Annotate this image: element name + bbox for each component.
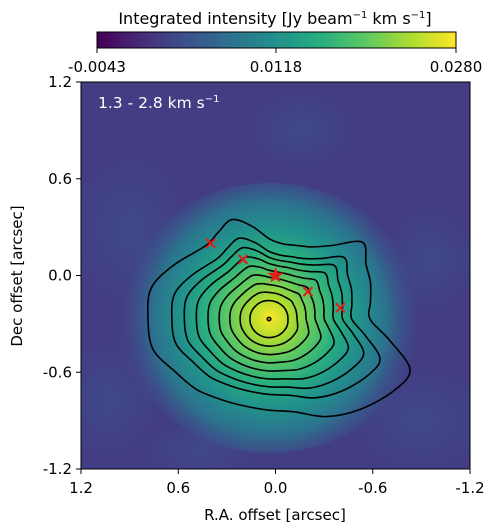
axis-ticks: 1.2 0.6 0.0 -0.6 -1.21.20.60.0-0.6-1.2 <box>43 73 485 497</box>
velocity-range-label: 1.3 - 2.8 km s−1 <box>98 94 220 112</box>
contour-level-6 <box>218 274 322 364</box>
y-tick-label: 0.0 <box>48 267 72 285</box>
x-tick-label: 0.0 <box>264 479 288 497</box>
colorbar-ticks: -0.0043 0.0118 0.0280 <box>68 48 482 76</box>
cross-marker <box>237 254 249 265</box>
x-axis-label: R.A. offset [arcsec] <box>204 506 346 524</box>
map-panel: 1.3 - 2.8 km s−1 1.2 0.6 0.0 -0.6 -1.21.20.6… <box>8 73 485 524</box>
x-tick-label: -0.6 <box>358 479 387 497</box>
colorbar-gradient <box>96 31 457 49</box>
contour-level-1 <box>146 218 411 418</box>
contour-level-9 <box>249 299 289 339</box>
colorbar-tick-label: -0.0043 <box>68 58 126 76</box>
cross-marker <box>302 286 314 297</box>
star-marker <box>267 267 284 283</box>
contour-level-2 <box>170 237 381 399</box>
cross-stroke <box>302 286 314 297</box>
source-markers <box>205 238 346 313</box>
x-tick-label: 1.2 <box>69 479 93 497</box>
y-tick-label: -0.6 <box>43 363 72 381</box>
y-tick-label: -1.2 <box>43 460 72 478</box>
cross-stroke <box>205 238 216 249</box>
y-axis-label: Dec offset [arcsec] <box>8 205 26 346</box>
colorbar-tick-label: 0.0118 <box>250 58 303 76</box>
colorbar-label: Integrated intensity [Jy beam−1 km s−1] <box>118 9 431 28</box>
contour-level-3 <box>183 246 365 390</box>
cross-marker <box>205 238 216 249</box>
contour-lines <box>146 218 411 418</box>
y-tick-label: 0.6 <box>48 170 72 188</box>
cross-stroke <box>237 254 249 265</box>
cross-stroke <box>335 302 346 313</box>
colorbar: Integrated intensity [Jy beam−1 km s−1] … <box>68 9 482 76</box>
y-tick-label: 1.2 <box>48 73 72 91</box>
cross-marker <box>335 302 346 313</box>
x-tick-label: -1.2 <box>455 479 484 497</box>
contour-level-8 <box>239 291 299 347</box>
x-tick-label: 0.6 <box>166 479 190 497</box>
contour-level-5 <box>207 265 335 372</box>
contour-level-4 <box>195 256 350 380</box>
colorbar-tick-label: 0.0280 <box>430 58 483 76</box>
contour-level-7 <box>229 282 310 356</box>
contour-level-10 <box>266 316 272 322</box>
